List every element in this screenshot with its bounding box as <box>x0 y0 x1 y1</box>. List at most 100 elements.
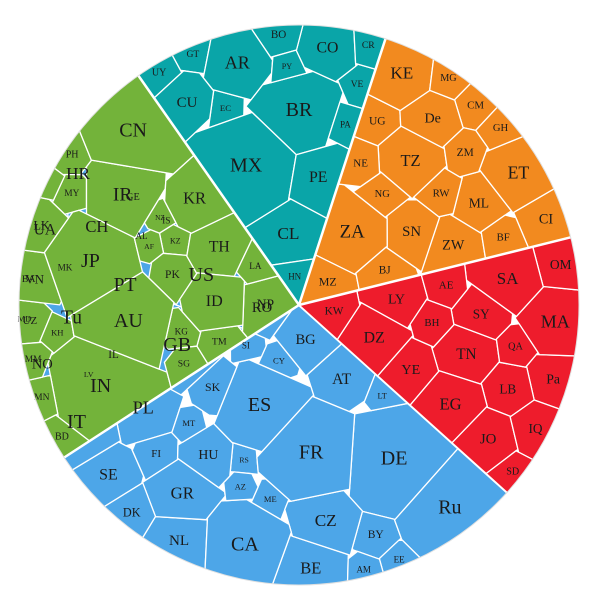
cell-label-ch: CH <box>85 217 108 236</box>
cell-label-cl: CL <box>277 224 299 243</box>
cell-label-hn: HN <box>288 271 301 281</box>
cell-label-kg: KG <box>175 327 189 337</box>
cell-label-ae: AE <box>439 280 454 292</box>
cell-fr[interactable] <box>256 395 356 502</box>
cell-label-ml: ML <box>469 195 489 210</box>
cell-label-th: TH <box>209 239 230 256</box>
cell-id[interactable] <box>179 272 246 332</box>
cell-label-af: AF <box>144 242 154 251</box>
cell-label-la: LA <box>249 261 262 271</box>
cell-label-ec: EC <box>220 103 231 113</box>
cell-py[interactable] <box>270 49 308 84</box>
cell-label-tu: Tu <box>61 307 82 328</box>
cell-label-py: PY <box>282 62 293 71</box>
cell-label-ro: RO <box>252 300 272 316</box>
cell-label-sd: SD <box>506 467 519 478</box>
cell-label-sn: SN <box>402 224 421 240</box>
cell-label-bd: BD <box>55 432 69 443</box>
cell-label-by: BY <box>368 529 385 541</box>
cell-label-ru: Ru <box>438 496 461 518</box>
cell-label-gb: GB <box>163 334 191 356</box>
cell-label-au: AU <box>114 310 143 332</box>
cell-label-fi: FI <box>151 448 161 460</box>
cell-sk[interactable] <box>186 355 238 417</box>
cell-label-cr: CR <box>362 40 375 51</box>
cell-label-ly: LY <box>388 292 405 307</box>
cell-label-pl: PL <box>133 397 154 417</box>
region-boundary <box>63 303 300 459</box>
cell-label-mk: MK <box>58 263 73 273</box>
cell-label-ph: PH <box>66 150 79 161</box>
region-sub-saharan-africa <box>298 32 578 306</box>
cell-nz[interactable] <box>143 197 177 234</box>
cell-label-fr: FR <box>299 442 324 464</box>
cell-label-az: AZ <box>235 482 246 491</box>
cell-label-ug: UG <box>369 115 386 127</box>
cell-label-nl: NL <box>169 533 189 549</box>
cell-zm[interactable] <box>443 127 489 178</box>
cell-label-rs: RS <box>239 456 248 465</box>
cell-label-bo: BO <box>271 29 286 41</box>
cell-hu[interactable] <box>176 422 234 489</box>
cell-label-md: MD <box>18 314 32 324</box>
cell-label-bh: BH <box>424 317 439 329</box>
cell-label-lv: LV <box>84 370 94 379</box>
region-middle-east-north-africa <box>298 235 585 498</box>
cell-label-zm: ZM <box>457 147 474 159</box>
cell-label-bj: BJ <box>379 264 391 276</box>
cell-qa[interactable] <box>495 323 539 368</box>
cell-ma[interactable] <box>514 285 585 357</box>
cell-label-es: ES <box>248 394 271 416</box>
cell-label-jo: JO <box>480 432 497 448</box>
region-boundary <box>137 74 301 306</box>
cell-label-am: AM <box>356 565 371 575</box>
cell-bh[interactable] <box>409 298 455 348</box>
cell-label-ee: EE <box>394 555 405 565</box>
cell-label-ng: NG <box>375 189 391 200</box>
cell-label-tn: TN <box>456 346 476 363</box>
cell-label-me: ME <box>264 494 277 504</box>
cell-label-kz: KZ <box>170 236 181 245</box>
cell-label-rw: RW <box>433 188 451 200</box>
cell-label-iq: IQ <box>528 421 542 436</box>
cell-label-zw: ZW <box>442 238 465 254</box>
cell-label-al: AL <box>136 231 148 241</box>
cell-label-hr: HR <box>66 164 90 183</box>
cell-label-no: NO <box>32 357 53 373</box>
cell-label-uz: UZ <box>23 315 38 327</box>
cell-label-mz: MZ <box>319 275 337 289</box>
cell-label-br: BR <box>286 99 313 121</box>
cell-label-ua: UA <box>34 222 56 239</box>
cell-label-si: SI <box>242 341 250 351</box>
cell-label-vn: VN <box>25 272 44 287</box>
cell-label-co: CO <box>317 39 339 56</box>
cell-label-mx: MX <box>230 155 263 177</box>
cell-label-np: NP <box>257 297 275 312</box>
cell-label-bf: BF <box>497 232 510 244</box>
cell-label-lk: LK <box>33 219 49 233</box>
cell-label-sa: SA <box>497 269 519 288</box>
cell-label-gh: GH <box>493 123 509 134</box>
cell-au[interactable] <box>69 271 175 370</box>
cell-label-my: MY <box>64 189 79 199</box>
cell-rw[interactable] <box>413 167 463 218</box>
cell-vn[interactable] <box>13 248 63 306</box>
cell-cz[interactable] <box>284 489 364 556</box>
cell-label-de: DE <box>381 448 408 470</box>
cell-label-lb: LB <box>499 381 516 396</box>
cell-label-cy: CY <box>273 355 285 365</box>
cell-label-be: BE <box>300 558 321 577</box>
cell-label-hu: HU <box>198 447 218 462</box>
cell-eg[interactable] <box>409 370 488 444</box>
cell-label-pa: Pa <box>546 371 560 386</box>
cell-label-id: ID <box>206 293 223 310</box>
cell-label-ar: AR <box>225 52 250 72</box>
cell-label-nz: NZ <box>155 213 165 222</box>
cell-label-ne: NE <box>353 158 368 170</box>
cell-label-lt: LT <box>377 391 386 400</box>
cell-label-ve: VE <box>351 80 364 90</box>
cell-mt[interactable] <box>171 404 208 444</box>
cell-label-jp: JP <box>81 250 100 272</box>
cell-label-ca: CA <box>231 533 259 555</box>
